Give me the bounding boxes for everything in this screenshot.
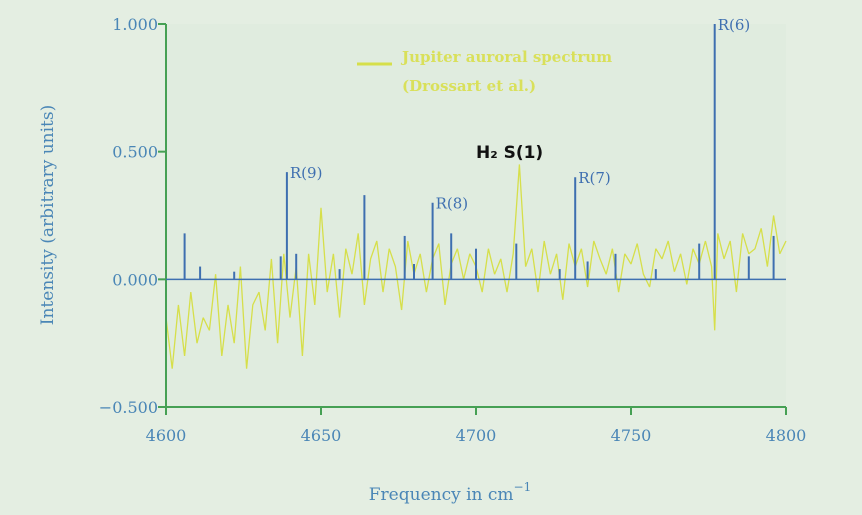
- x-tick-label: 4750: [611, 426, 652, 445]
- legend-entry-line-2: (Drossart et al.): [402, 77, 536, 95]
- x-axis-title-text: Frequency in cm: [369, 485, 514, 505]
- x-axis-title: Frequency in cm−1: [369, 480, 532, 505]
- axes: [158, 23, 787, 415]
- emission-line-label: R(6): [718, 16, 751, 34]
- y-tick-label: 1.000: [112, 15, 158, 34]
- x-tick-label: 4600: [146, 426, 187, 445]
- y-tick-label: 0.000: [112, 270, 158, 289]
- emission-line-label: R(8): [436, 195, 469, 213]
- x-axis-title-exponent: −1: [514, 480, 532, 494]
- legend: Jupiter auroral spectrum (Drossart et al…: [357, 48, 612, 95]
- legend-entry-line-1: Jupiter auroral spectrum: [400, 48, 612, 66]
- x-tick-label: 4800: [766, 426, 807, 445]
- emission-lines-layer: R(9) R(8) R(7) R(6): [183, 16, 775, 280]
- emission-line-label: R(7): [578, 169, 611, 187]
- h2-s1-annotation: H₂ S(1): [476, 143, 543, 163]
- y-axis-title: Intensity (arbitrary units): [38, 105, 58, 325]
- tick-labels: 1.000 0.500 0.000 −0.500 4600 4650 4700 4750 480…: [99, 15, 807, 445]
- emission-line-label: R(9): [290, 164, 323, 182]
- plot-area: [166, 24, 786, 407]
- y-tick-label: −0.500: [99, 398, 158, 417]
- x-tick-label: 4700: [456, 426, 497, 445]
- x-tick-label: 4650: [301, 426, 342, 445]
- y-tick-label: 0.500: [112, 143, 158, 162]
